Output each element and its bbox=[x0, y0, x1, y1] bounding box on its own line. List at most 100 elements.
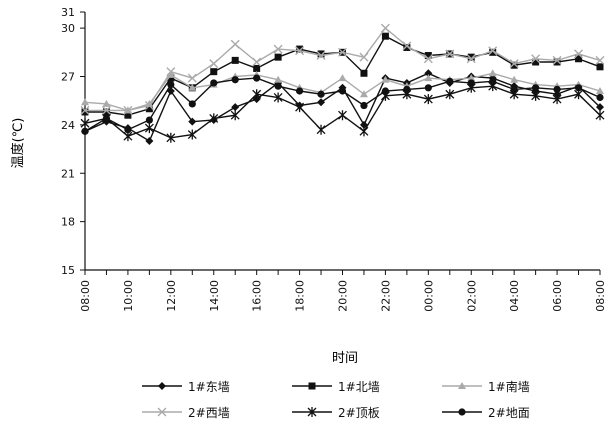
data-point bbox=[575, 55, 583, 63]
legend-swatch-marker bbox=[158, 382, 166, 390]
data-point bbox=[532, 58, 540, 66]
data-point bbox=[467, 53, 475, 61]
data-point bbox=[574, 84, 583, 92]
data-point bbox=[166, 132, 176, 143]
data-point bbox=[231, 76, 239, 84]
data-point bbox=[210, 68, 218, 76]
data-point bbox=[81, 127, 89, 135]
y-tick-label: 27 bbox=[61, 71, 75, 84]
data-point bbox=[80, 118, 90, 129]
data-point bbox=[317, 98, 326, 107]
data-point bbox=[252, 89, 262, 100]
data-point bbox=[403, 85, 411, 93]
data-point bbox=[144, 123, 154, 134]
data-point bbox=[188, 100, 196, 108]
data-point bbox=[359, 90, 368, 98]
data-point bbox=[187, 73, 197, 83]
data-point bbox=[359, 126, 369, 137]
data-point bbox=[424, 84, 432, 92]
data-point bbox=[317, 50, 325, 58]
data-point bbox=[338, 74, 347, 82]
data-point bbox=[552, 94, 562, 105]
x-tick-label: 08:00 bbox=[79, 280, 92, 312]
data-point bbox=[445, 49, 455, 59]
legend-label: 1#南墙 bbox=[488, 379, 530, 394]
x-tick-label: 22:00 bbox=[379, 280, 392, 312]
legend-swatch-marker bbox=[307, 407, 317, 417]
data-point bbox=[402, 41, 412, 51]
data-point bbox=[145, 99, 154, 107]
data-point bbox=[510, 75, 519, 83]
data-point bbox=[145, 137, 154, 145]
data-point bbox=[230, 39, 240, 49]
data-point bbox=[510, 61, 518, 69]
data-point bbox=[167, 74, 175, 82]
data-point bbox=[144, 101, 154, 111]
y-tick-label: 15 bbox=[61, 264, 75, 277]
data-point bbox=[273, 44, 283, 54]
data-point bbox=[187, 129, 197, 140]
data-point bbox=[466, 54, 476, 64]
data-point bbox=[552, 55, 562, 65]
series-6 bbox=[81, 74, 604, 135]
data-point bbox=[80, 105, 90, 115]
y-axis-label: 温度(℃) bbox=[10, 118, 26, 169]
data-point bbox=[102, 99, 111, 107]
data-point bbox=[316, 124, 326, 135]
x-tick-label: 00:00 bbox=[422, 280, 435, 312]
chart-series-layer bbox=[80, 23, 605, 145]
data-point bbox=[253, 64, 261, 72]
data-point bbox=[423, 54, 433, 64]
data-point bbox=[467, 79, 475, 87]
data-point bbox=[360, 69, 368, 77]
legend-swatch bbox=[142, 382, 182, 390]
x-tick-label: 08:00 bbox=[594, 280, 607, 312]
legend-swatch bbox=[142, 407, 182, 417]
legend-swatch bbox=[442, 382, 482, 389]
data-point bbox=[253, 74, 261, 82]
data-point bbox=[166, 70, 175, 78]
legend-swatch bbox=[292, 407, 332, 417]
data-point bbox=[381, 75, 390, 83]
x-tick-label: 10:00 bbox=[122, 280, 135, 312]
data-point bbox=[209, 59, 219, 69]
data-point bbox=[231, 103, 240, 112]
data-point bbox=[274, 75, 283, 83]
data-point bbox=[145, 105, 153, 113]
legend-item: 1#东墙 bbox=[140, 376, 230, 396]
data-point bbox=[596, 93, 604, 102]
legend-label: 2#顶板 bbox=[338, 405, 380, 420]
data-point bbox=[210, 79, 218, 87]
legend-item: 2#顶板 bbox=[290, 402, 380, 422]
data-point bbox=[145, 116, 153, 124]
series-line bbox=[84, 72, 601, 143]
data-point bbox=[424, 74, 433, 82]
data-point bbox=[296, 45, 304, 53]
data-point bbox=[489, 77, 497, 85]
data-point bbox=[274, 53, 282, 61]
data-point bbox=[230, 110, 240, 121]
data-point bbox=[467, 74, 476, 82]
data-point bbox=[360, 101, 368, 110]
data-point bbox=[101, 105, 111, 115]
legend-label: 1#东墙 bbox=[188, 379, 230, 394]
x-tick-label: 20:00 bbox=[337, 280, 350, 312]
x-tick-label: 18:00 bbox=[294, 280, 307, 312]
data-point bbox=[424, 52, 432, 60]
data-point bbox=[274, 82, 282, 90]
legend-item: 2#西墙 bbox=[140, 402, 230, 422]
data-point bbox=[574, 49, 584, 59]
data-point bbox=[488, 69, 497, 77]
data-point bbox=[166, 67, 176, 77]
x-tick-label: 04:00 bbox=[508, 280, 521, 312]
data-point bbox=[596, 103, 604, 112]
y-tick-label: 24 bbox=[61, 119, 75, 132]
data-point bbox=[596, 63, 604, 71]
data-point bbox=[102, 108, 110, 116]
data-point bbox=[316, 51, 326, 61]
data-point bbox=[231, 56, 239, 64]
x-tick-label: 12:00 bbox=[165, 280, 178, 312]
data-point bbox=[532, 84, 540, 92]
y-tick-label: 21 bbox=[61, 167, 75, 180]
chart-axes: 15 18 21 24 27 30 31 08:00 10:00 12:00 14:00 16:00 1… bbox=[61, 6, 607, 312]
